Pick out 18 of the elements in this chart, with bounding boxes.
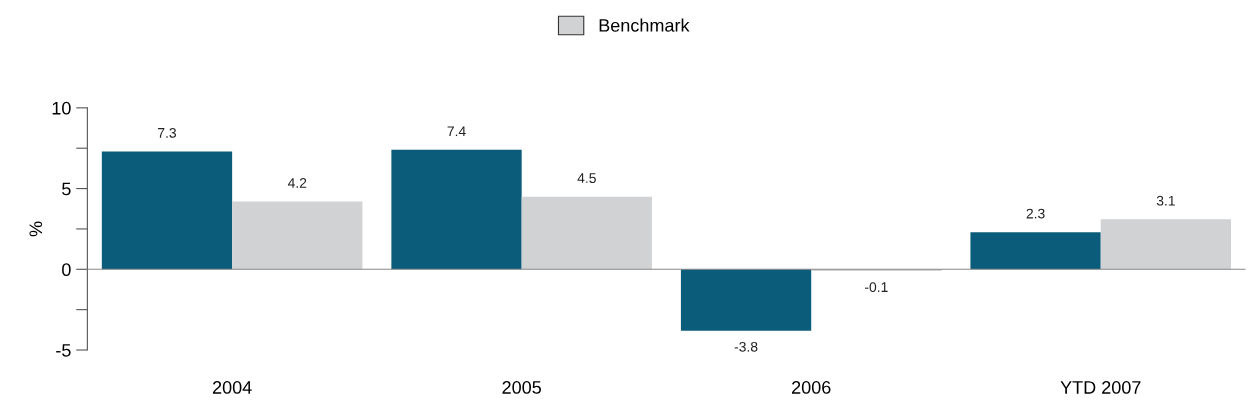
x-tick-label: 2004 [212,381,252,394]
y-tick-label: 0 [62,263,71,277]
legend-label: Benchmark [599,18,690,32]
data-label: 4.5 [577,173,596,184]
y-tick-label: -5 [56,344,71,357]
data-label: 7.4 [447,126,466,137]
data-label: 2.3 [1026,208,1045,219]
x-tick-label: YTD 2007 [1060,381,1141,394]
data-label: 3.1 [1156,195,1175,206]
data-label: 4.2 [287,178,307,188]
y-tick-label: 10 [52,101,71,115]
y-tick-label: 5 [62,182,71,196]
x-tick-label: 2005 [502,381,541,394]
x-tick-label: 2006 [792,381,831,394]
data-label: -0.1 [865,282,888,293]
data-label: -3.8 [734,341,758,352]
y-axis-title: % [29,221,43,237]
data-label: 7.3 [158,127,177,138]
